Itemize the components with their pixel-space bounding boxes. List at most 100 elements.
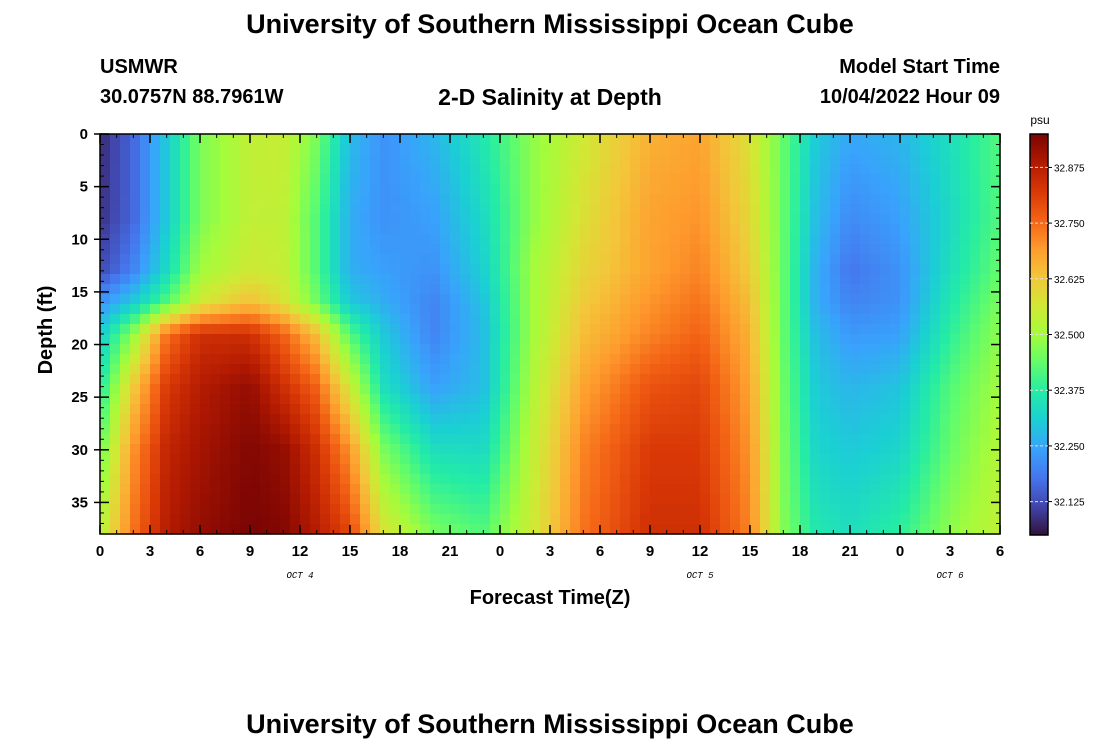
heatmap-cell bbox=[820, 384, 831, 395]
heatmap-cell bbox=[260, 214, 271, 225]
heatmap-cell bbox=[710, 304, 721, 315]
heatmap-cell bbox=[980, 384, 991, 395]
heatmap-cell bbox=[200, 344, 211, 355]
heatmap-cell bbox=[160, 274, 171, 285]
heatmap-cell bbox=[500, 354, 511, 365]
heatmap-cell bbox=[210, 144, 221, 155]
heatmap-cell bbox=[450, 284, 461, 295]
heatmap-cell bbox=[210, 394, 221, 405]
heatmap-cell bbox=[960, 334, 971, 345]
heatmap-cell bbox=[630, 234, 641, 245]
heatmap-cell bbox=[340, 324, 351, 335]
heatmap-cell bbox=[580, 394, 591, 405]
heatmap-cell bbox=[500, 224, 511, 235]
heatmap-cell bbox=[360, 364, 371, 375]
heatmap-cell bbox=[480, 484, 491, 495]
heatmap-cell bbox=[220, 384, 231, 395]
heatmap-cell bbox=[190, 474, 201, 485]
heatmap-cell bbox=[960, 404, 971, 415]
heatmap-cell bbox=[540, 224, 551, 235]
heatmap-cell bbox=[930, 374, 941, 385]
heatmap-cell bbox=[360, 394, 371, 405]
heatmap-cell bbox=[330, 154, 341, 165]
heatmap-cell bbox=[820, 194, 831, 205]
heatmap-cell bbox=[880, 414, 891, 425]
heatmap-cell bbox=[850, 234, 861, 245]
heatmap-cell bbox=[230, 434, 241, 445]
heatmap-cell bbox=[170, 144, 181, 155]
heatmap-cell bbox=[330, 194, 341, 205]
heatmap-cell bbox=[180, 174, 191, 185]
heatmap-cell bbox=[210, 184, 221, 195]
heatmap-cell bbox=[280, 334, 291, 345]
heatmap-cell bbox=[670, 444, 681, 455]
heatmap-cell bbox=[240, 524, 251, 535]
heatmap-cell bbox=[920, 374, 931, 385]
heatmap-cell bbox=[740, 404, 751, 415]
heatmap-cell bbox=[160, 444, 171, 455]
heatmap-cell bbox=[700, 304, 711, 315]
heatmap-cell bbox=[410, 274, 421, 285]
heatmap-cell bbox=[980, 354, 991, 365]
heatmap-cell bbox=[500, 474, 511, 485]
heatmap-cell bbox=[960, 384, 971, 395]
heatmap-cell bbox=[970, 424, 981, 435]
heatmap-cell bbox=[470, 314, 481, 325]
heatmap-cell bbox=[660, 224, 671, 235]
heatmap-cell bbox=[260, 274, 271, 285]
heatmap-cell bbox=[270, 364, 281, 375]
heatmap-cell bbox=[290, 474, 301, 485]
heatmap-cell bbox=[790, 504, 801, 515]
heatmap-cell bbox=[810, 134, 821, 145]
heatmap-cell bbox=[280, 154, 291, 165]
heatmap-cell bbox=[770, 184, 781, 195]
heatmap-cell bbox=[830, 234, 841, 245]
heatmap-cell bbox=[590, 514, 601, 525]
heatmap-cell bbox=[850, 154, 861, 165]
heatmap-cell bbox=[730, 424, 741, 435]
heatmap-cell bbox=[610, 164, 621, 175]
heatmap-cell bbox=[920, 344, 931, 355]
heatmap-cell bbox=[140, 184, 151, 195]
heatmap-cell bbox=[910, 354, 921, 365]
heatmap-cell bbox=[180, 384, 191, 395]
heatmap-cell bbox=[520, 354, 531, 365]
heatmap-cell bbox=[930, 404, 941, 415]
heatmap-cell bbox=[450, 304, 461, 315]
heatmap-cell bbox=[880, 404, 891, 415]
heatmap-cell bbox=[910, 434, 921, 445]
heatmap-cell bbox=[970, 334, 981, 345]
heatmap-cell bbox=[890, 154, 901, 165]
heatmap-cell bbox=[840, 524, 851, 535]
heatmap-cell bbox=[950, 274, 961, 285]
heatmap-cell bbox=[660, 314, 671, 325]
heatmap-cell bbox=[730, 224, 741, 235]
heatmap-cell bbox=[690, 384, 701, 395]
x-tick-label: 3 bbox=[946, 543, 954, 560]
heatmap-cell bbox=[150, 464, 161, 475]
heatmap-cell bbox=[410, 454, 421, 465]
heatmap-cell bbox=[150, 364, 161, 375]
heatmap-cell bbox=[330, 504, 341, 515]
heatmap-cell bbox=[200, 454, 211, 465]
heatmap-cell bbox=[830, 364, 841, 375]
heatmap-cell bbox=[120, 394, 131, 405]
heatmap-cell bbox=[850, 214, 861, 225]
heatmap-cell bbox=[640, 384, 651, 395]
heatmap-cell bbox=[170, 384, 181, 395]
heatmap-cell bbox=[240, 474, 251, 485]
heatmap-cell bbox=[530, 474, 541, 485]
heatmap-cell bbox=[630, 314, 641, 325]
heatmap-cell bbox=[460, 434, 471, 445]
heatmap-cell bbox=[140, 254, 151, 265]
heatmap-cell bbox=[610, 374, 621, 385]
heatmap-cell bbox=[480, 474, 491, 485]
heatmap-cell bbox=[180, 314, 191, 325]
heatmap-cell bbox=[580, 294, 591, 305]
heatmap-cell bbox=[700, 194, 711, 205]
heatmap-cell bbox=[370, 374, 381, 385]
heatmap-cell bbox=[780, 424, 791, 435]
heatmap-cell bbox=[830, 504, 841, 515]
heatmap-cell bbox=[770, 334, 781, 345]
heatmap-cell bbox=[180, 194, 191, 205]
